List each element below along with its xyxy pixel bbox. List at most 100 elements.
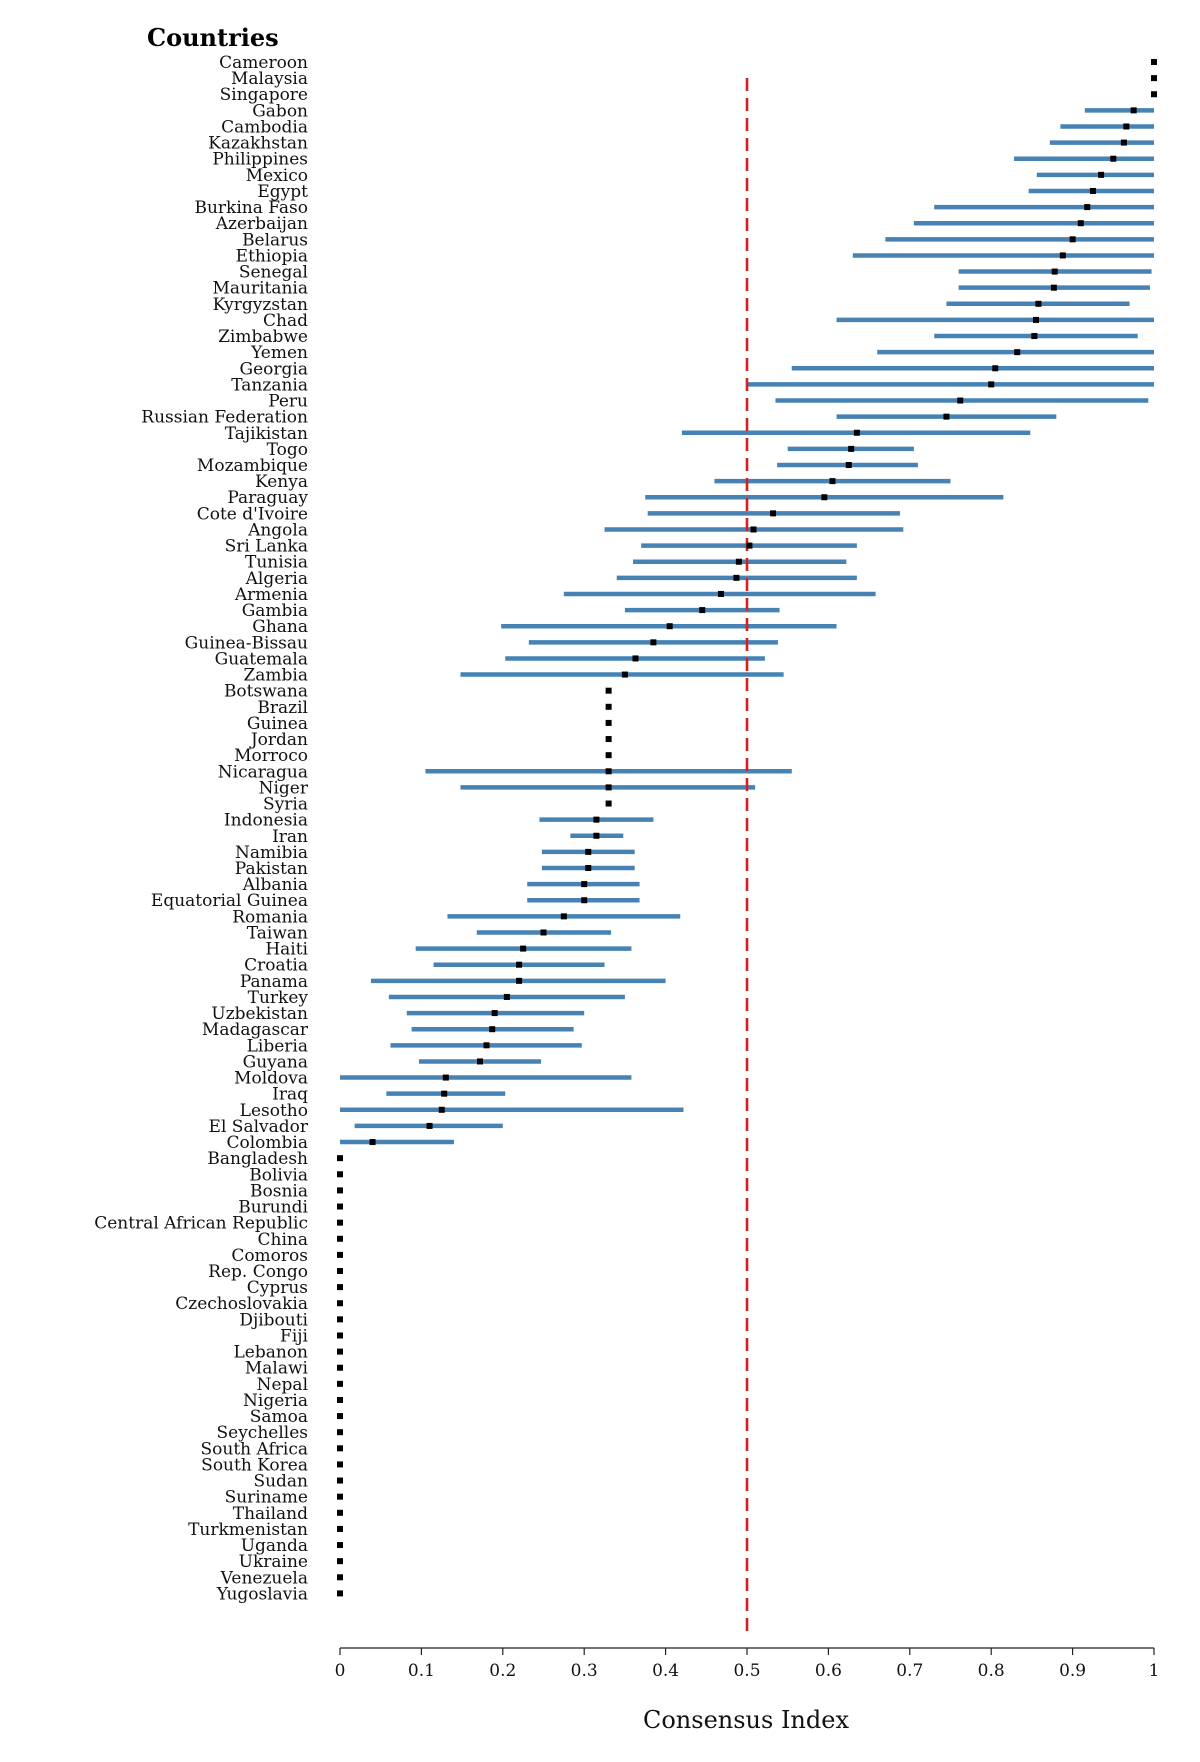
- point-estimate: [853, 429, 860, 436]
- country-label: Yugoslavia: [216, 1584, 308, 1604]
- country-label: Romania: [232, 907, 308, 927]
- point-estimate: [1031, 333, 1038, 340]
- country-label: Brazil: [257, 698, 308, 718]
- point-estimate: [1123, 123, 1130, 130]
- x-axis: 0 0.1 0.2 0.3 0.4 0.5 0.6 0.7 0.8 0.9 1: [335, 1647, 1160, 1681]
- point-estimate: [337, 1268, 343, 1274]
- point-estimate: [1098, 171, 1105, 178]
- x-tick-label: 1: [1149, 1661, 1160, 1681]
- point-estimate: [750, 526, 757, 533]
- point-estimate: [337, 1509, 343, 1516]
- x-tick-label: 0.3: [571, 1661, 598, 1681]
- point-estimate: [337, 1461, 343, 1468]
- point-estimate: [605, 719, 612, 726]
- point-estimate: [1151, 91, 1157, 98]
- country-label: Thailand: [233, 1504, 308, 1524]
- point-estimate: [992, 365, 999, 372]
- point-estimate: [605, 800, 612, 807]
- country-label: El Salvador: [209, 1117, 309, 1137]
- point-estimate: [1032, 316, 1039, 323]
- point-estimates: [337, 59, 1157, 1597]
- point-estimate: [621, 671, 628, 678]
- point-estimate: [1077, 220, 1084, 227]
- x-tick-label: 0.2: [489, 1661, 516, 1681]
- point-estimate: [1069, 236, 1076, 243]
- country-label: Togo: [267, 440, 308, 460]
- point-estimate: [337, 1380, 343, 1387]
- point-estimate: [988, 381, 995, 388]
- country-label: Egypt: [257, 182, 308, 202]
- point-estimate: [337, 1187, 343, 1194]
- country-label: South Korea: [201, 1455, 308, 1475]
- country-label: Jordan: [249, 730, 308, 750]
- point-estimate: [735, 558, 742, 565]
- point-estimate: [337, 1171, 343, 1178]
- country-label: Namibia: [235, 843, 308, 863]
- country-label: Burundi: [238, 1198, 308, 1218]
- point-estimate: [593, 832, 600, 839]
- point-estimate: [605, 768, 612, 775]
- country-label: Suriname: [225, 1488, 308, 1508]
- point-estimate: [585, 865, 592, 871]
- point-estimate: [520, 945, 527, 952]
- point-estimate: [491, 1010, 498, 1017]
- country-label: Central African Republic: [94, 1214, 308, 1234]
- country-label: Botswana: [224, 682, 308, 702]
- country-label: Yemen: [250, 343, 308, 363]
- x-axis-title: Consensus Index: [643, 1706, 849, 1734]
- country-label: Taiwan: [247, 923, 308, 943]
- point-estimate: [516, 977, 523, 984]
- country-label: Moldova: [234, 1069, 308, 1089]
- point-estimate: [605, 703, 612, 710]
- x-tick-label: 0: [335, 1661, 346, 1681]
- point-estimate: [337, 1235, 343, 1242]
- country-label: Comoros: [231, 1246, 308, 1266]
- country-label: Bolivia: [249, 1165, 308, 1185]
- country-label: Seychelles: [217, 1423, 309, 1443]
- country-label: Russian Federation: [141, 408, 308, 428]
- country-label: Croatia: [244, 956, 308, 976]
- country-label: Cameroon: [219, 53, 308, 73]
- point-estimate: [821, 494, 828, 501]
- country-label: Zambia: [243, 666, 308, 686]
- point-estimate: [770, 510, 777, 517]
- country-label: Guyana: [243, 1052, 308, 1072]
- point-estimate: [650, 639, 657, 646]
- country-label: Kenya: [255, 472, 308, 492]
- country-label: Equatorial Guinea: [151, 891, 308, 911]
- point-estimate: [337, 1364, 343, 1371]
- country-label: Czechoslovakia: [175, 1294, 308, 1314]
- point-estimate: [848, 445, 855, 452]
- x-tick-label: 0.1: [408, 1661, 435, 1681]
- country-label: Bangladesh: [207, 1149, 308, 1169]
- point-estimate: [337, 1348, 343, 1355]
- point-estimate: [337, 1558, 343, 1565]
- point-estimate: [1120, 139, 1127, 146]
- point-estimate: [337, 1590, 343, 1597]
- country-labels: CameroonMalaysiaSingaporeGabonCambodiaKa…: [94, 53, 309, 1604]
- country-label: Georgia: [240, 359, 308, 379]
- country-label: Cyprus: [247, 1278, 308, 1298]
- point-estimate: [943, 413, 950, 420]
- country-label: Lebanon: [234, 1343, 309, 1363]
- point-estimate: [337, 1284, 343, 1291]
- country-label: Mauritania: [212, 279, 308, 299]
- country-label: Peru: [268, 392, 308, 412]
- country-label: Nicaragua: [218, 762, 308, 782]
- point-estimate: [717, 590, 724, 597]
- country-label: Senegal: [239, 263, 308, 283]
- point-estimate: [581, 897, 588, 904]
- point-estimate: [1084, 204, 1091, 211]
- country-label: Sri Lanka: [225, 537, 308, 557]
- countries-column-title: Countries: [147, 23, 279, 52]
- country-label: Kazakhstan: [208, 134, 308, 154]
- country-label: Belarus: [242, 230, 308, 250]
- country-label: Rep. Congo: [208, 1262, 308, 1282]
- point-estimate: [605, 687, 612, 694]
- point-estimate: [337, 1332, 343, 1339]
- x-tick-label: 0.7: [896, 1661, 923, 1681]
- point-estimate: [337, 1542, 343, 1549]
- point-estimate: [829, 478, 836, 485]
